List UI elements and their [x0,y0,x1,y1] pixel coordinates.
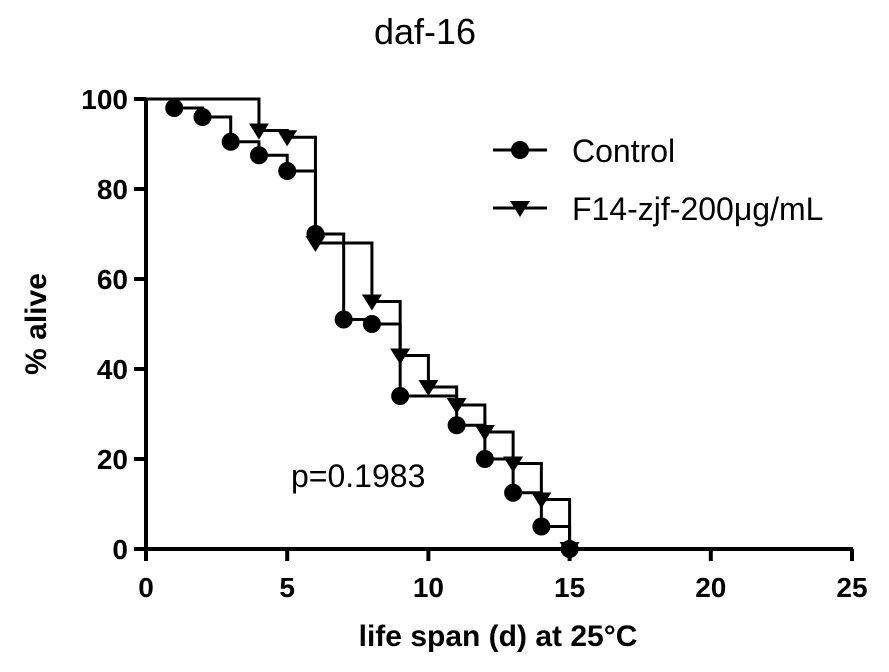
point-control-10 [475,450,494,468]
legend-label-control: Control [572,133,675,169]
y-tick-label-0: 0 [112,534,128,565]
point-f14-9 [531,492,552,509]
axes [144,99,853,551]
y-tick-label-100: 100 [81,84,128,115]
x-ticks: 0 5 10 15 20 25 [138,549,868,603]
legend-label-f14: F14-zjf-200μg/mL [572,191,823,227]
point-control-3 [249,146,268,165]
point-f14-7 [474,425,495,441]
point-f14-3 [361,294,382,311]
point-f14-4 [390,348,411,365]
x-tick-label-0: 0 [138,572,154,603]
point-control-2 [221,132,240,151]
chart-title: daf-16 [374,11,476,52]
point-control-11 [504,483,523,502]
y-tick-label-80: 80 [97,174,128,205]
point-control-12 [532,517,551,536]
x-tick-label-25: 25 [836,572,867,603]
legend-item-f14: F14-zjf-200μg/mL [493,191,823,227]
point-f14-2 [305,236,326,252]
legend-marker-control [511,141,529,159]
y-axis-label: % alive [20,273,53,375]
point-f14-5 [418,380,439,396]
point-control-6 [334,310,353,329]
point-control-0 [165,99,184,117]
point-f14-8 [503,456,524,473]
point-f14-6 [446,398,467,414]
legend-marker-f14 [510,201,530,217]
series-layer [146,97,580,558]
x-axis-label: life span (d) at 25°C [359,620,638,653]
y-tick-label-60: 60 [97,264,128,295]
p-value-annotation: p=0.1983 [291,458,425,494]
x-tick-label-15: 15 [554,572,585,603]
point-f14-0 [248,123,269,140]
x-tick-label-10: 10 [413,572,444,603]
x-tick-label-5: 5 [279,572,295,603]
legend: Control F14-zjf-200μg/mL [493,133,823,227]
point-control-8 [391,387,410,405]
point-f14-10 [559,542,580,558]
y-ticks: 0 20 40 60 80 100 [81,84,146,565]
point-f14-1 [277,130,298,147]
y-tick-label-20: 20 [97,444,128,475]
point-control-4 [278,162,297,180]
point-control-9 [447,416,466,435]
legend-item-control: Control [493,133,675,169]
y-tick-label-40: 40 [97,354,128,385]
point-control-7 [362,315,381,333]
point-control-1 [193,108,212,126]
x-tick-label-20: 20 [695,572,726,603]
